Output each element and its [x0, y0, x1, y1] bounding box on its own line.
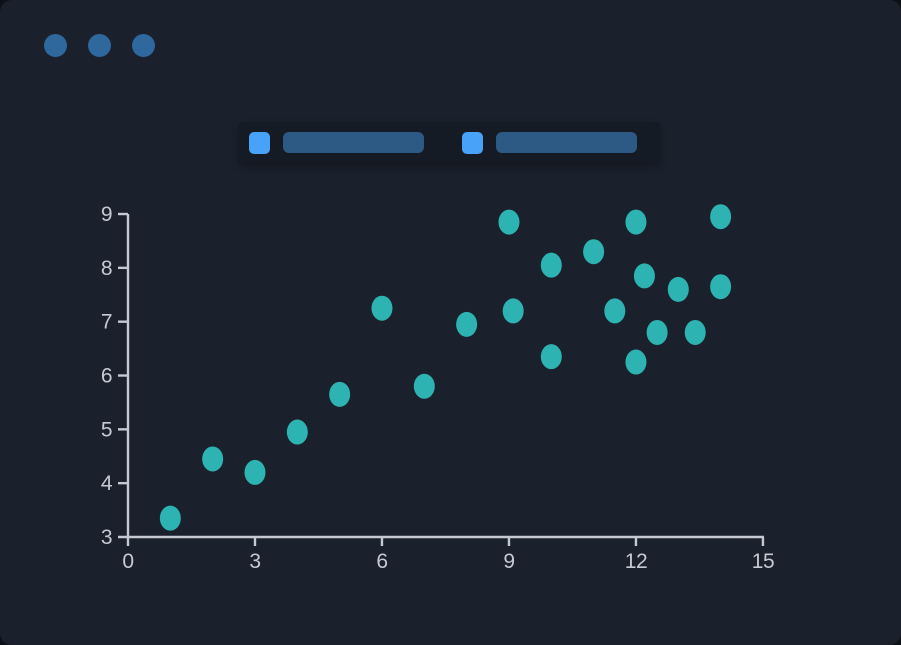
- scatter-point: [244, 459, 266, 485]
- scatter-point: [710, 204, 732, 230]
- x-axis-tick-label: 15: [752, 550, 774, 573]
- scatter-point: [456, 311, 478, 337]
- scatter-point: [667, 276, 689, 302]
- y-axis-tick-label: 8: [101, 257, 112, 280]
- scatter-point: [604, 298, 626, 324]
- scatter-point: [625, 209, 647, 235]
- scatter-point: [633, 263, 655, 289]
- window-dot[interactable]: [88, 34, 111, 57]
- scatter-point: [498, 209, 520, 235]
- y-axis-tick-label: 5: [101, 418, 112, 441]
- window-controls: [44, 34, 155, 57]
- legend-swatch-icon: [249, 131, 270, 154]
- legend-swatch-icon: [462, 131, 483, 154]
- scatter-point: [684, 319, 706, 345]
- legend-item-2[interactable]: [462, 131, 637, 154]
- x-axis-tick-label: 6: [376, 550, 387, 573]
- legend-item-1[interactable]: [249, 131, 424, 154]
- x-axis-tick-label: 9: [503, 550, 514, 573]
- legend-label-placeholder: [283, 132, 424, 153]
- scatter-point: [159, 505, 181, 531]
- legend-label-placeholder: [496, 132, 637, 153]
- scatter-point: [540, 344, 562, 370]
- y-axis-tick-label: 6: [101, 365, 112, 388]
- window-dot[interactable]: [44, 34, 67, 57]
- scatter-point: [540, 252, 562, 278]
- y-axis-tick-label: 3: [101, 526, 112, 549]
- y-axis-tick-label: 4: [101, 472, 113, 495]
- scatter-point: [371, 295, 393, 321]
- window-dot[interactable]: [132, 34, 155, 57]
- scatter-point: [413, 373, 435, 399]
- x-axis-tick-label: 12: [625, 550, 647, 573]
- scatter-point: [286, 419, 308, 445]
- scatter-point: [202, 446, 224, 472]
- scatter-point: [502, 298, 524, 324]
- y-axis-tick-label: 9: [101, 203, 112, 226]
- x-axis-tick-label: 3: [249, 550, 260, 573]
- x-axis-tick-label: 0: [122, 550, 133, 573]
- chart-legend: [239, 122, 660, 163]
- scatter-point: [710, 274, 732, 300]
- scatter-point: [646, 319, 668, 345]
- scatter-point: [625, 349, 647, 375]
- scatter-point: [583, 239, 605, 265]
- scatter-point: [329, 381, 351, 407]
- y-axis-tick-label: 7: [101, 311, 112, 334]
